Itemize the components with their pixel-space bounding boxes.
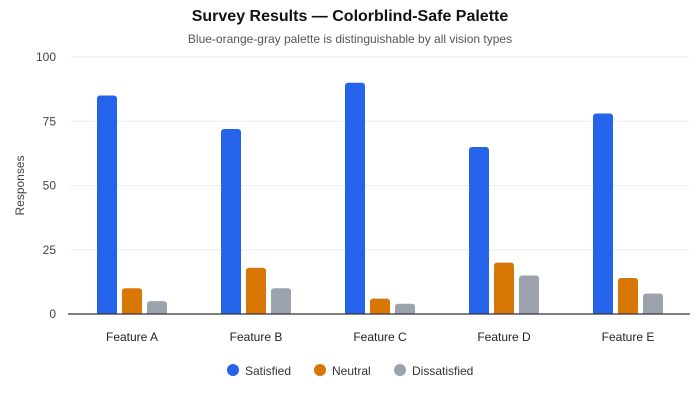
bar-satisfied-feature-d: [469, 146, 489, 317]
y-tick-label: 0: [49, 307, 56, 321]
bar-neutral-feature-e: [618, 278, 638, 317]
legend-marker-dissatisfied: [394, 364, 406, 376]
bar-dissatisfied-feature-b: [271, 288, 291, 317]
y-tick-label: 50: [43, 179, 57, 193]
legend-label-neutral: Neutral: [332, 364, 371, 378]
x-tick-label: Feature E: [602, 330, 655, 344]
bar-satisfied-feature-b: [221, 128, 241, 317]
chart-title: Survey Results — Colorblind-Safe Palette: [191, 8, 509, 25]
x-tick-label: Feature B: [230, 330, 283, 344]
bar-neutral-feature-c: [370, 298, 390, 317]
x-tick-label: Feature C: [353, 330, 407, 344]
legend-marker-satisfied: [227, 364, 239, 376]
bar-dissatisfied-feature-d: [519, 275, 539, 317]
bar-neutral-feature-a: [122, 288, 142, 317]
x-tick-label: Feature A: [106, 330, 158, 344]
legend-label-satisfied: Satisfied: [245, 364, 291, 378]
legend-marker-neutral: [314, 364, 326, 376]
y-tick-label: 25: [43, 243, 57, 257]
y-tick-label: 75: [43, 114, 57, 128]
bar-satisfied-feature-e: [593, 113, 613, 317]
axis-mask: [68, 314, 690, 322]
y-tick-label: 100: [36, 50, 56, 64]
bar-satisfied-feature-a: [97, 95, 117, 317]
bar-dissatisfied-feature-a: [147, 301, 167, 317]
bar-neutral-feature-b: [246, 267, 266, 317]
chart-subtitle: Blue-orange-gray palette is distinguisha…: [187, 32, 513, 46]
x-tick-label: Feature D: [477, 330, 531, 344]
bar-satisfied-feature-c: [345, 82, 365, 317]
bar-dissatisfied-feature-e: [643, 293, 663, 317]
y-axis-label: Responses: [13, 155, 27, 215]
legend-label-dissatisfied: Dissatisfied: [412, 364, 473, 378]
bar-neutral-feature-d: [494, 262, 514, 317]
